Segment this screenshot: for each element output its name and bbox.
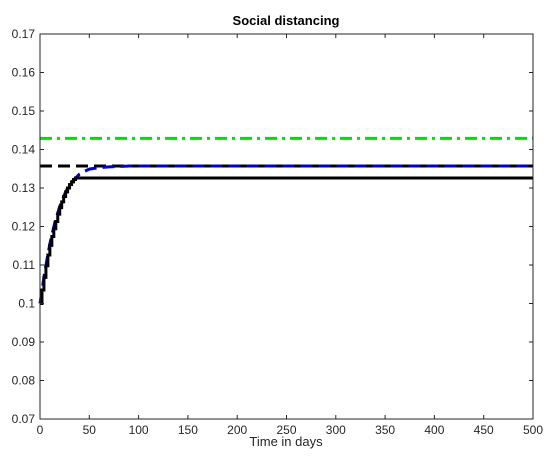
- x-tick-label: 250: [276, 423, 296, 437]
- x-tick-label: 450: [474, 423, 494, 437]
- y-tick-label: 0.13: [12, 181, 36, 195]
- y-tick-label: 0.17: [12, 27, 36, 41]
- y-tick-label: 0.07: [12, 412, 36, 426]
- x-tick-label: 400: [424, 423, 444, 437]
- series-line-3: [38, 164, 533, 304]
- y-tick-label: 0.15: [12, 104, 36, 118]
- y-tick-label: 0.16: [12, 66, 36, 80]
- x-axis: 0 50 100 150 200 250 300 350 400 450 500: [37, 34, 543, 437]
- y-axis: 0.07 0.08 0.09 0.1 0.11 0.12 0.13 0.14 0.15 0.16 0…: [12, 27, 533, 426]
- y-tick-label: 0.08: [12, 374, 36, 388]
- x-tick-label: 500: [523, 423, 543, 437]
- series-line-4: [40, 176, 533, 305]
- x-tick-label: 100: [129, 423, 149, 437]
- chart-title: Social distancing: [233, 13, 340, 28]
- x-tick-label: 200: [227, 423, 247, 437]
- y-tick-label: 0.12: [12, 220, 36, 234]
- plot-area-frame: [39, 33, 534, 420]
- x-tick-label: 50: [83, 423, 97, 437]
- y-tick-label: 0.14: [12, 143, 36, 157]
- y-tick-label: 0.11: [13, 258, 36, 272]
- y-tick-label: 0.09: [12, 335, 36, 349]
- x-tick-label: 150: [178, 423, 198, 437]
- x-axis-title: Time in days: [249, 434, 323, 449]
- x-tick-label: 0: [37, 423, 44, 437]
- y-tick-label: 0.1: [18, 297, 35, 311]
- x-tick-label: 350: [375, 423, 395, 437]
- plot-lines: [38, 136, 533, 305]
- x-tick-label: 300: [326, 423, 346, 437]
